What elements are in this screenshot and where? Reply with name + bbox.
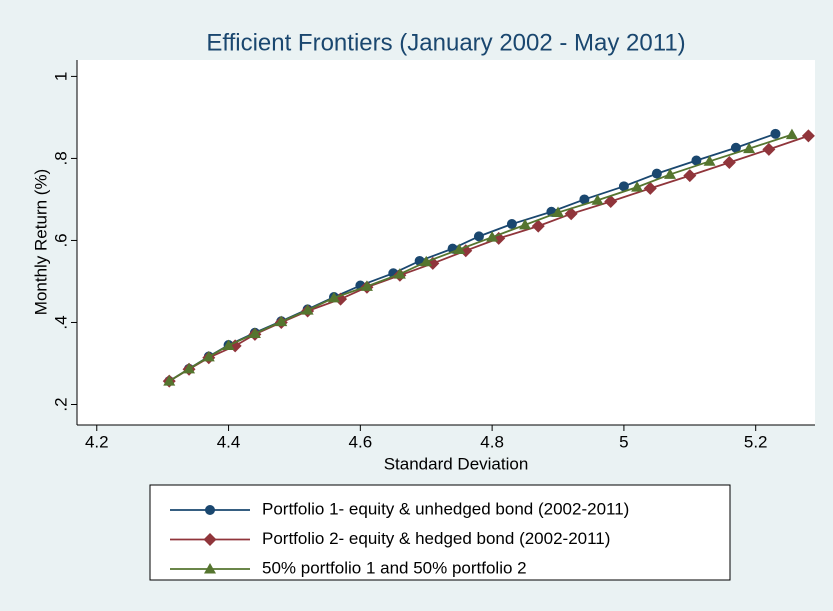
legend-label: Portfolio 2- equity & hedged bond (2002-… (262, 529, 610, 548)
marker (163, 375, 176, 386)
marker (743, 142, 756, 154)
marker (420, 255, 433, 267)
legend-marker (204, 563, 216, 574)
marker (683, 169, 697, 183)
marker (506, 219, 517, 230)
y-tick-label: .8 (51, 151, 70, 165)
marker (785, 128, 798, 140)
x-tick-label: 5.2 (744, 432, 768, 451)
legend-marker (205, 505, 215, 515)
marker (579, 194, 590, 205)
x-tick-label: 4.8 (480, 432, 504, 451)
marker (722, 156, 736, 170)
marker (222, 339, 235, 350)
marker (643, 181, 657, 195)
marker (248, 327, 261, 339)
marker (202, 350, 215, 362)
marker (327, 291, 340, 303)
marker (275, 315, 288, 327)
marker (473, 231, 484, 242)
y-tick-label: .4 (51, 315, 70, 329)
x-tick-label: 4.6 (349, 432, 373, 451)
marker (730, 142, 741, 153)
marker (301, 304, 314, 315)
y-tick-label: .2 (51, 397, 70, 411)
marker (519, 218, 532, 230)
legend-marker (203, 533, 217, 546)
marker (801, 129, 815, 143)
x-tick-label: 5 (619, 432, 628, 451)
marker (183, 362, 196, 374)
marker (631, 181, 644, 192)
marker (393, 268, 406, 279)
marker (664, 168, 677, 179)
legend-label: Portfolio 1- equity & unhedged bond (200… (262, 499, 629, 518)
marker (762, 142, 776, 156)
legend-label: 50% portfolio 1 and 50% portfolio 2 (262, 558, 527, 577)
x-axis-title: Standard Deviation (384, 454, 529, 473)
plot-area (77, 60, 815, 425)
y-tick-label: .6 (51, 233, 70, 247)
marker (691, 155, 702, 166)
marker (651, 168, 662, 179)
marker (703, 155, 716, 166)
y-tick-label: 1 (51, 72, 70, 81)
marker (770, 128, 781, 139)
y-axis-title: Monthly Return (%) (31, 169, 50, 315)
marker (360, 280, 373, 291)
legend (149, 484, 731, 581)
marker (564, 207, 578, 221)
x-tick-label: 4.4 (217, 432, 241, 451)
marker (552, 206, 565, 218)
marker (604, 194, 618, 208)
marker (486, 231, 499, 242)
chart-title: Efficient Frontiers (January 2002 - May … (206, 29, 685, 56)
marker (618, 181, 629, 192)
marker (591, 194, 604, 205)
marker (453, 243, 466, 254)
x-tick-label: 4.2 (85, 432, 109, 451)
marker (531, 219, 545, 233)
